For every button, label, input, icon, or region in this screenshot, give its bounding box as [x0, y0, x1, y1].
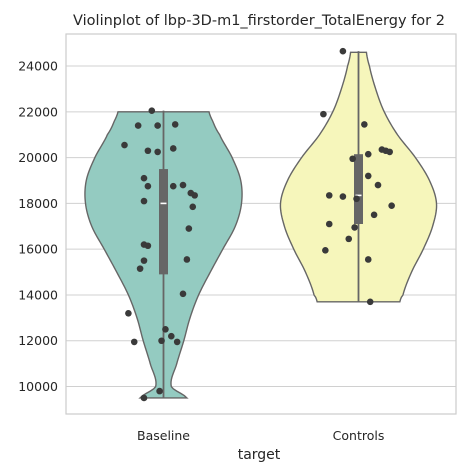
data-point — [144, 182, 152, 190]
data-point — [374, 181, 382, 189]
data-point — [140, 241, 148, 248]
data-point — [353, 195, 360, 203]
y-tick-label: 14000 — [18, 287, 58, 302]
data-point — [183, 256, 191, 263]
data-point — [351, 224, 358, 231]
data-point — [121, 141, 128, 149]
data-point — [171, 121, 179, 128]
y-tick-label: 10000 — [18, 379, 58, 394]
chart-title: Violinplot of lbp-3D-m1_firstorder_Total… — [73, 13, 445, 29]
data-point — [325, 220, 333, 228]
data-point — [134, 122, 142, 129]
data-point — [386, 148, 394, 156]
data-point — [320, 110, 327, 118]
data-point — [154, 148, 161, 156]
x-axis-ticks: Baseline Controls — [137, 428, 384, 443]
y-tick-label: 22000 — [18, 104, 58, 119]
data-point — [154, 122, 161, 129]
x-axis-label: target — [238, 447, 281, 463]
data-point — [162, 326, 169, 333]
data-point — [169, 182, 177, 190]
data-point — [158, 337, 165, 345]
data-point — [187, 189, 195, 197]
iqr-box — [354, 154, 363, 224]
data-point — [364, 172, 372, 180]
data-point — [140, 174, 148, 182]
data-point — [189, 203, 197, 211]
data-point — [325, 192, 333, 199]
iqr-box — [159, 169, 168, 275]
data-point — [370, 211, 378, 219]
data-point — [185, 225, 193, 232]
data-point — [140, 394, 148, 402]
data-point — [156, 387, 163, 395]
data-point — [364, 150, 372, 158]
data-point — [144, 147, 152, 155]
x-tick-label: Controls — [333, 428, 385, 443]
data-point — [361, 121, 368, 128]
data-point — [345, 235, 353, 243]
y-tick-label: 24000 — [18, 59, 58, 74]
plot-frame — [65, 33, 457, 415]
data-point — [179, 290, 187, 298]
data-point — [130, 338, 138, 346]
inner-boxes — [159, 51, 363, 398]
x-tick-label: Baseline — [137, 428, 190, 443]
data-point — [125, 309, 132, 317]
strip-points — [121, 47, 395, 402]
data-point — [168, 332, 175, 340]
data-point — [169, 145, 177, 152]
y-tick-label: 20000 — [18, 150, 58, 165]
data-point — [173, 338, 181, 346]
y-tick-label: 16000 — [18, 242, 58, 257]
data-point — [148, 107, 156, 114]
data-point — [140, 257, 148, 264]
data-point — [349, 155, 356, 163]
y-axis-ticks: 10000 12000 14000 16000 18000 20000 22000 24000 — [18, 59, 58, 394]
data-point — [322, 247, 329, 254]
data-point — [140, 197, 148, 205]
data-point — [364, 256, 372, 263]
data-point — [136, 265, 144, 272]
data-point — [339, 193, 347, 200]
data-point — [179, 181, 187, 189]
y-tick-label: 12000 — [18, 333, 58, 348]
data-point — [339, 47, 347, 55]
data-point — [388, 202, 395, 209]
y-tick-label: 18000 — [18, 196, 58, 211]
data-point — [366, 298, 374, 306]
